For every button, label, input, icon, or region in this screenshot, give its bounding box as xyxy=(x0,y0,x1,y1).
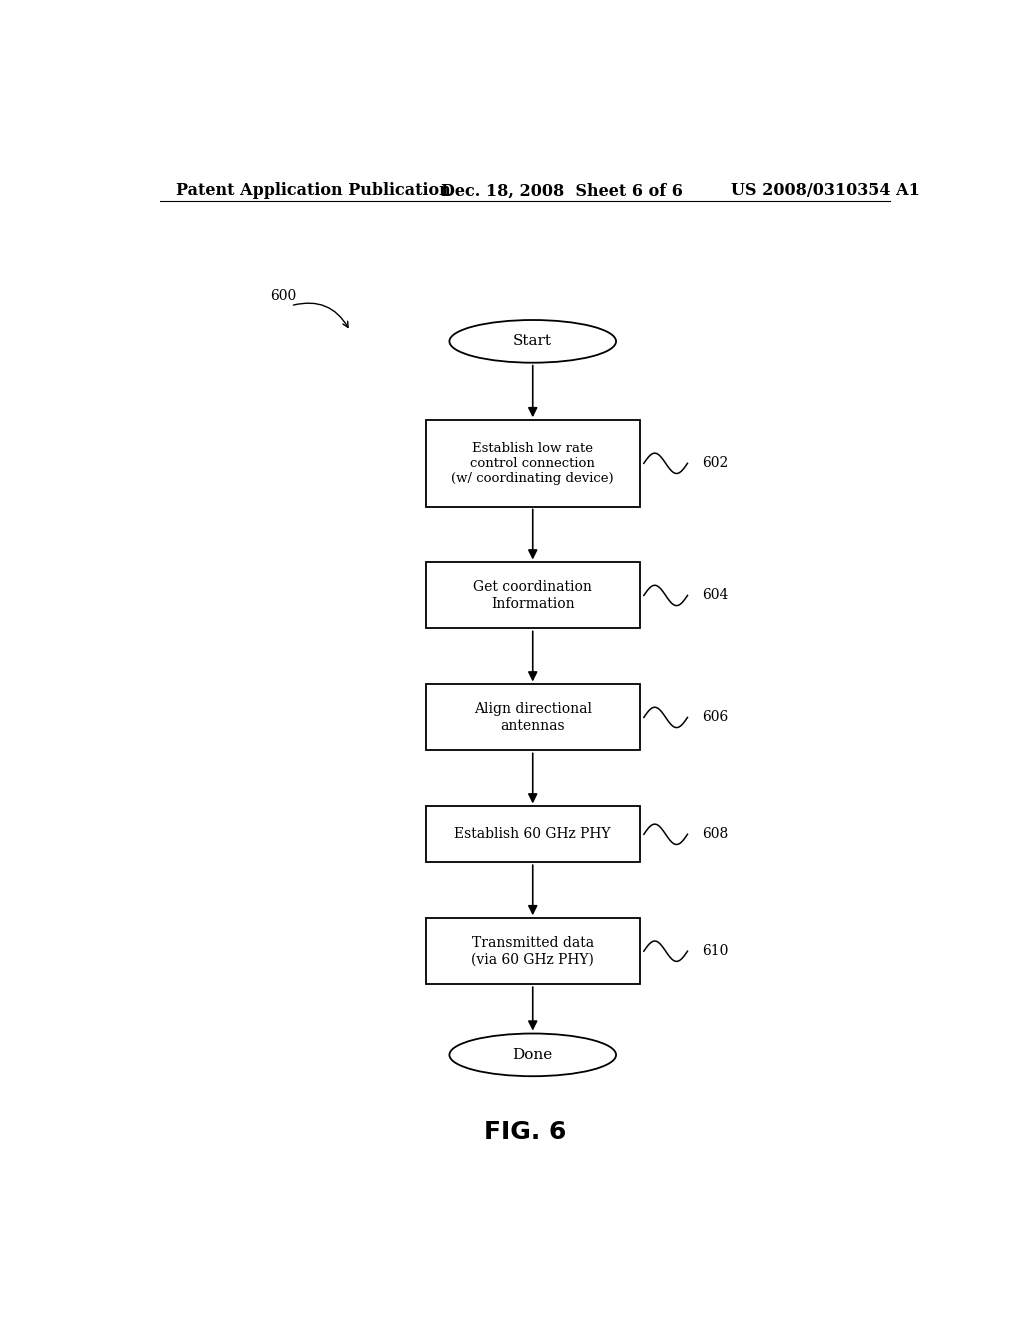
Text: Establish low rate
control connection
(w/ coordinating device): Establish low rate control connection (w… xyxy=(452,442,614,484)
Bar xyxy=(426,420,640,507)
Text: Dec. 18, 2008  Sheet 6 of 6: Dec. 18, 2008 Sheet 6 of 6 xyxy=(441,182,683,199)
Text: 600: 600 xyxy=(269,289,296,302)
Text: Establish 60 GHz PHY: Establish 60 GHz PHY xyxy=(455,828,611,841)
Bar xyxy=(426,919,640,985)
Text: Align directional
antennas: Align directional antennas xyxy=(474,702,592,733)
Bar xyxy=(426,684,640,751)
Text: Get coordination
Information: Get coordination Information xyxy=(473,581,592,611)
Text: Transmitted data
(via 60 GHz PHY): Transmitted data (via 60 GHz PHY) xyxy=(471,936,594,966)
Text: 606: 606 xyxy=(701,710,728,725)
Text: Patent Application Publication: Patent Application Publication xyxy=(176,182,451,199)
Text: Start: Start xyxy=(513,334,552,348)
Text: 610: 610 xyxy=(701,944,728,958)
Text: US 2008/0310354 A1: US 2008/0310354 A1 xyxy=(731,182,920,199)
Text: FIG. 6: FIG. 6 xyxy=(483,1121,566,1144)
Text: 604: 604 xyxy=(701,589,728,602)
Text: 602: 602 xyxy=(701,457,728,470)
Bar xyxy=(426,562,640,628)
Bar xyxy=(426,807,640,862)
Text: 608: 608 xyxy=(701,828,728,841)
Text: Done: Done xyxy=(513,1048,553,1061)
